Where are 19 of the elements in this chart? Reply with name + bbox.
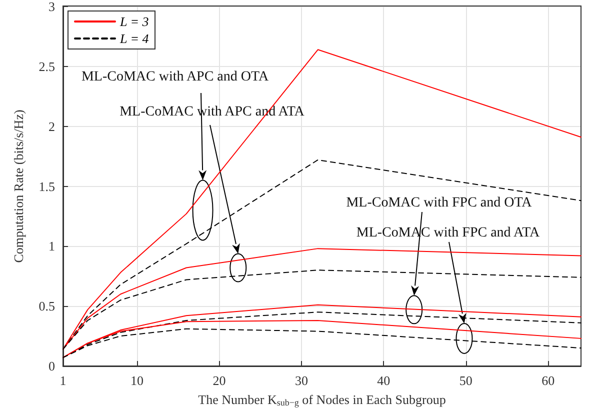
x-tick-label: 10: [130, 373, 144, 388]
x-tick-label: 20: [212, 373, 226, 388]
y-tick-label: 0: [48, 358, 55, 374]
legend-label: L = 4: [119, 31, 150, 46]
y-tick-label: 0.5: [38, 298, 55, 314]
x-tick-label: 50: [459, 373, 472, 388]
legend-label: L = 3: [119, 14, 150, 29]
x-tick-label: 40: [377, 373, 390, 388]
y-tick-label: 2: [48, 118, 55, 134]
annotation: ML-CoMAC with APC and OTA: [81, 70, 270, 84]
x-tick-label: 1: [60, 373, 66, 388]
y-tick-label: 1.5: [38, 178, 55, 194]
x-tick-label: 30: [294, 373, 308, 388]
y-tick-label: 2.5: [38, 58, 55, 74]
x-tick-label: 60: [542, 373, 555, 388]
y-axis-title: Computation Rate (bits/s/Hz): [11, 110, 26, 263]
y-tick-label: 3: [48, 0, 55, 14]
annotation: ML-CoMAC with FPC and OTA: [346, 196, 533, 210]
y-tick-label: 1: [48, 238, 55, 254]
